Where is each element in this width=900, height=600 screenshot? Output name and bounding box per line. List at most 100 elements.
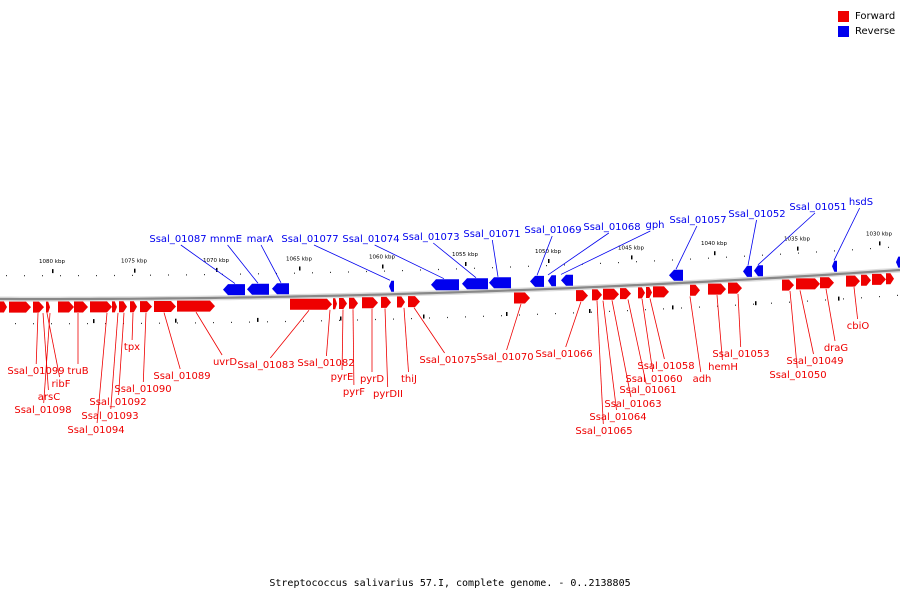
gene-label-forward-25: Ssal_01061	[619, 385, 676, 396]
forward-gene-arrow	[119, 301, 127, 313]
scale-dot	[303, 320, 304, 322]
major-tick	[93, 319, 95, 324]
forward-gene-arrow	[690, 284, 700, 296]
scale-dot	[510, 266, 511, 268]
label-leader	[227, 244, 259, 284]
reverse-gene-arrow	[530, 275, 544, 287]
reverse-gene-arrow	[896, 256, 900, 268]
scale-dot	[465, 316, 466, 318]
label-leader	[611, 300, 632, 398]
gene-label-forward-12: Ssal_01083	[237, 360, 294, 371]
reverse-gene-arrow	[389, 280, 394, 292]
tick-label: 1055 kbp	[452, 252, 478, 258]
label-leader	[269, 310, 310, 359]
legend-label-forward: Forward	[855, 11, 896, 22]
label-leader	[432, 242, 477, 278]
reverse-gene-arrow	[754, 265, 763, 277]
forward-gene-arrow	[112, 301, 117, 313]
label-leader	[43, 313, 51, 404]
tick-label: 1075 kbp	[121, 259, 147, 265]
scale-dot	[501, 315, 502, 317]
scale-dot	[528, 265, 529, 267]
major-tick	[589, 309, 591, 313]
scale-dot	[870, 248, 871, 250]
forward-gene-arrow	[349, 297, 358, 309]
scale-dot	[294, 272, 295, 274]
scale-dot	[681, 307, 682, 309]
scale-dot	[456, 268, 457, 270]
label-leader	[789, 290, 798, 369]
major-tick	[52, 269, 54, 274]
label-leader	[341, 309, 344, 371]
scale-dot	[843, 298, 844, 300]
reverse-gene-arrow	[462, 278, 488, 290]
scale-dot	[753, 303, 754, 305]
scale-dot	[564, 264, 565, 266]
forward-gene-arrow	[0, 301, 7, 313]
scale-dot	[132, 274, 133, 276]
label-leader	[757, 212, 816, 266]
gene-label-forward-24: Ssal_01063	[604, 399, 661, 410]
scale-dot	[348, 271, 349, 273]
label-leader	[110, 312, 119, 410]
label-leader	[716, 295, 723, 361]
reverse-gene-arrow	[669, 269, 683, 281]
scale-dot	[438, 268, 439, 271]
label-leader	[403, 307, 409, 373]
gene-label-reverse-12: Ssal_01051	[789, 202, 846, 213]
label-leader	[689, 296, 702, 373]
forward-swatch	[838, 11, 849, 22]
scale-dot	[240, 273, 241, 275]
scale-dot	[87, 323, 88, 325]
scale-dot	[330, 271, 331, 273]
tick-label: 1035 kbp	[784, 237, 810, 243]
gene-label-reverse-5: Ssal_01073	[402, 232, 459, 243]
major-tick	[257, 317, 259, 322]
tick-label: 1050 kbp	[535, 249, 561, 255]
forward-gene-arrow	[46, 301, 50, 313]
major-tick	[134, 268, 136, 273]
legend-item-forward: Forward	[838, 9, 895, 24]
scale-dot	[150, 274, 151, 276]
label-leader	[374, 244, 445, 280]
label-leader	[547, 232, 610, 276]
gene-label-forward-32: Ssal_01049	[786, 356, 843, 367]
gene-label-forward-7: Ssal_01092	[89, 397, 146, 408]
gene-label-reverse-7: Ssal_01069	[524, 225, 581, 236]
gene-label-forward-8: Ssal_01093	[81, 411, 138, 422]
label-leader	[142, 312, 147, 383]
forward-gene-arrow	[782, 279, 794, 291]
scale-dot	[168, 274, 169, 276]
gene-label-forward-22: Ssal_01065	[575, 426, 632, 437]
gene-label-forward-6: Ssal_01090	[114, 384, 171, 395]
scale-dot	[339, 319, 340, 321]
genome-backbone	[0, 268, 900, 301]
forward-gene-arrow	[362, 297, 378, 309]
tick-label: 1065 kbp	[286, 257, 312, 263]
forward-gene-arrow	[90, 301, 112, 313]
forward-gene-arrow	[33, 301, 44, 313]
scale-dot	[114, 274, 115, 277]
gene-label-forward-18: thiJ	[401, 374, 417, 385]
label-leader	[825, 288, 836, 342]
scale-dot	[393, 318, 394, 320]
scale-dot	[690, 258, 691, 260]
reverse-gene-arrow	[743, 265, 752, 277]
scale-dot	[798, 252, 799, 254]
forward-gene-arrow	[708, 283, 726, 295]
scale-dot	[375, 318, 376, 321]
major-tick	[340, 316, 342, 321]
scale-dot	[654, 260, 655, 262]
label-leader	[180, 244, 236, 284]
tick-label: 1080 kbp	[39, 259, 65, 265]
forward-gene-arrow	[397, 296, 405, 308]
scale-dot	[600, 262, 601, 264]
scale-dot	[744, 255, 745, 257]
label-leader	[641, 298, 654, 373]
scale-dot	[663, 308, 664, 310]
scale-dot	[141, 322, 142, 324]
scale-dot	[357, 319, 358, 321]
scale-dot	[24, 275, 25, 277]
label-leader	[833, 207, 861, 261]
gene-label-forward-14: pyrE	[331, 372, 354, 383]
